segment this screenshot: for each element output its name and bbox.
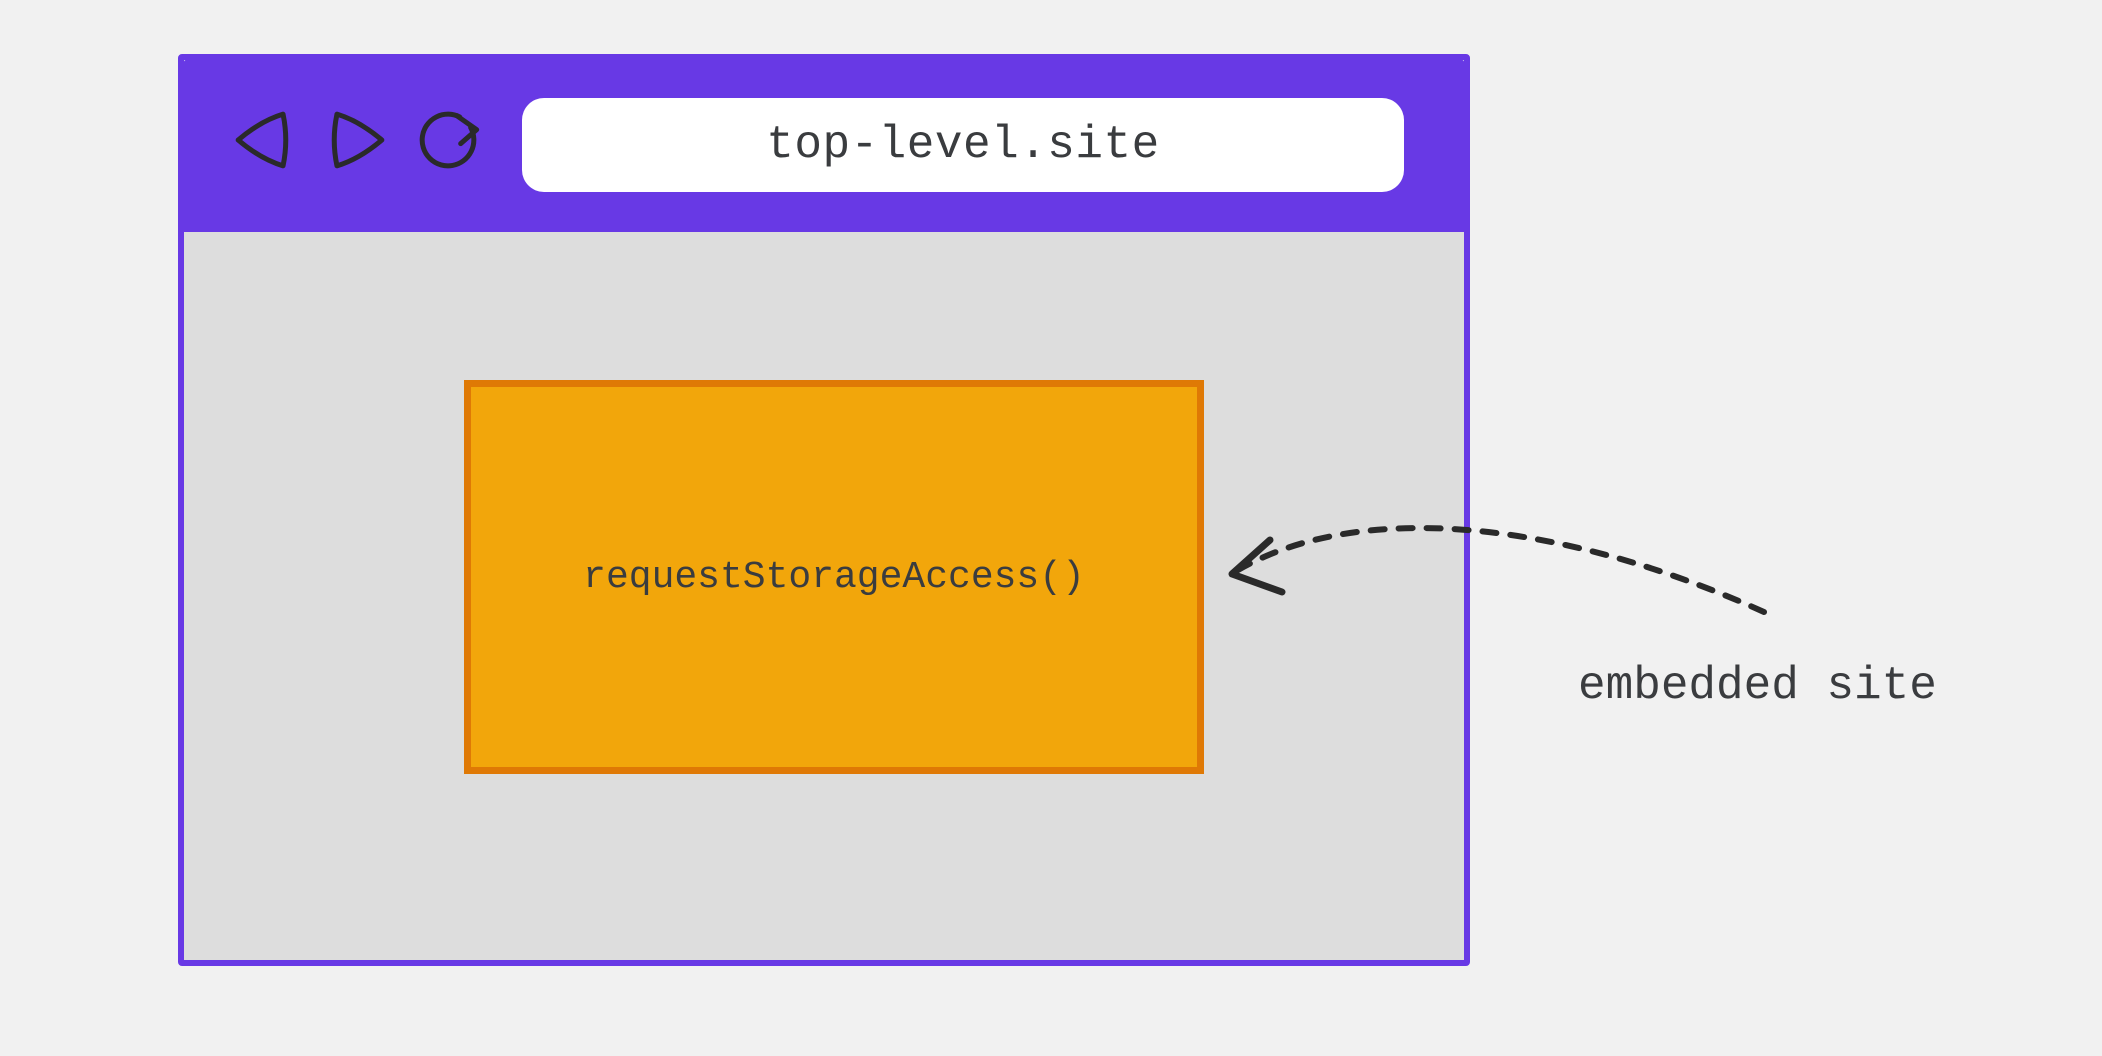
annotation-arrow — [0, 0, 2102, 1056]
annotation-label: embedded site — [1578, 660, 1937, 712]
diagram-canvas: top-level.site requestStorageAccess() em… — [0, 0, 2102, 1056]
